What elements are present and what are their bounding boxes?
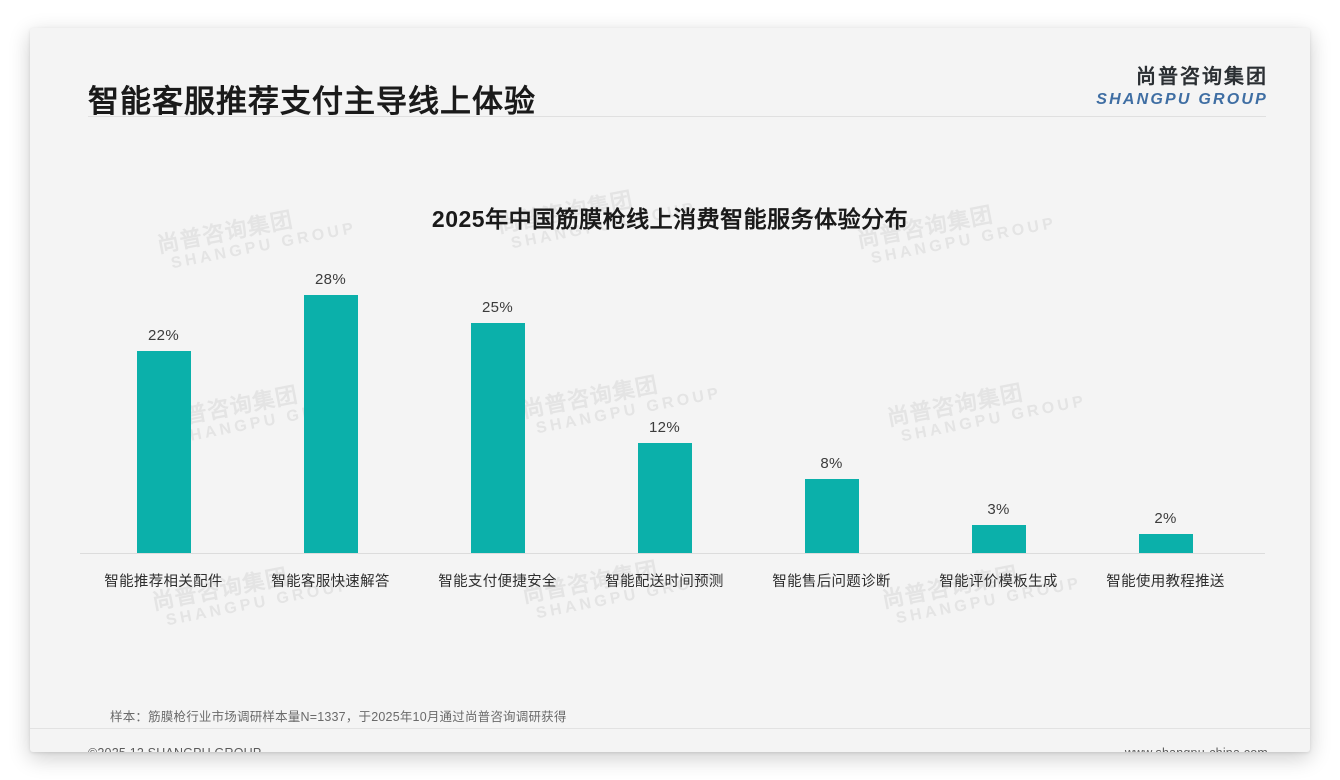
copyright-text: ©2025.12 SHANGPU GROUP	[88, 746, 261, 752]
bar-column: 22%	[80, 253, 247, 553]
x-axis-tick-label: 智能配送时间预测	[605, 574, 724, 590]
slide-header: 智能客服推荐支付主导线上体验 尚普咨询集团 SHANGPU GROUP	[30, 28, 1310, 119]
x-axis-tick-label: 智能推荐相关配件	[104, 574, 223, 590]
watermark: 尚普咨询集团 SHANGPU GROUP	[150, 552, 353, 633]
bar-column: 28%	[247, 253, 414, 553]
x-axis-tick-label: 智能客服快速解答	[271, 574, 390, 590]
brand-logo: 尚普咨询集团 SHANGPU GROUP	[1096, 65, 1268, 109]
x-axis-tick-label: 智能评价模板生成	[939, 574, 1058, 590]
bar-value-label: 8%	[820, 455, 843, 472]
bar-column: 3%	[915, 253, 1082, 553]
header-divider	[88, 116, 1266, 117]
bar-rect[interactable]	[1138, 534, 1193, 553]
bar-rect[interactable]	[136, 351, 191, 553]
website-link[interactable]: www.shangpu-china.com	[1125, 746, 1268, 752]
chart-title: 2025年中国筋膜枪线上消费智能服务体验分布	[431, 206, 909, 232]
bar-value-label: 12%	[649, 419, 680, 436]
bar-rect[interactable]	[971, 525, 1026, 553]
x-axis-line	[80, 553, 1265, 554]
bar-value-label: 25%	[482, 299, 513, 316]
bar-rect[interactable]	[804, 479, 859, 553]
x-axis-tick-label: 智能支付便捷安全	[438, 574, 557, 590]
bar-rect[interactable]	[637, 443, 692, 553]
bar-column: 2%	[1082, 253, 1249, 553]
slide-footer: ©2025.12 SHANGPU GROUP www.shangpu-china…	[30, 728, 1310, 752]
bar-value-label: 28%	[315, 271, 346, 288]
logo-en-text: SHANGPU GROUP	[1096, 91, 1268, 108]
bar-rect[interactable]	[303, 295, 358, 553]
slide-card: 尚普咨询集团 SHANGPU GROUP 尚普咨询集团 SHANGPU GROU…	[30, 28, 1310, 752]
bar-column: 8%	[748, 253, 915, 553]
logo-cn-text: 尚普咨询集团	[1136, 66, 1268, 88]
page-title: 智能客服推荐支付主导线上体验	[88, 84, 536, 119]
footer-divider	[30, 728, 1310, 729]
bar-chart-plot: 22% 28% 25% 12% 8% 3% 2%	[80, 253, 1265, 553]
bar-value-label: 2%	[1154, 510, 1177, 527]
sample-note: 样本：筋膜枪行业市场调研样本量N=1337，于2025年10月通过尚普咨询调研获…	[110, 710, 567, 724]
bar-column: 12%	[581, 253, 748, 553]
x-axis-tick-label: 智能售后问题诊断	[772, 574, 891, 590]
bar-value-label: 22%	[148, 327, 179, 344]
x-axis-tick-label: 智能使用教程推送	[1106, 574, 1225, 590]
bar-column: 25%	[414, 253, 581, 553]
bar-value-label: 3%	[987, 501, 1010, 518]
bar-rect[interactable]	[470, 323, 525, 553]
